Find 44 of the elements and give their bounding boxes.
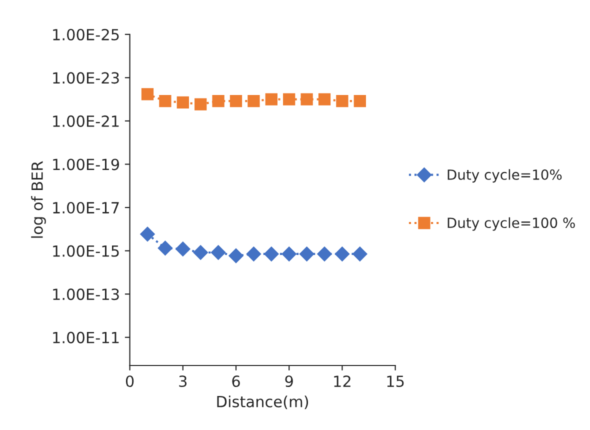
point [158, 240, 173, 256]
point [159, 94, 172, 108]
point [230, 94, 242, 108]
point [318, 93, 331, 106]
point [299, 246, 314, 262]
point [210, 245, 226, 260]
point [282, 246, 296, 262]
point [228, 248, 244, 264]
x-tick-label: 6 [232, 375, 240, 388]
point [352, 246, 368, 262]
x-tick-label: 15 [387, 376, 404, 388]
point [193, 245, 208, 260]
x-tick-label: 9 [285, 375, 293, 388]
point [212, 94, 224, 108]
point [176, 242, 190, 256]
y-tick-label: 1.00E-23 [53, 72, 119, 84]
y-tick-label: 1.00E-15 [53, 245, 119, 257]
point [354, 94, 366, 108]
point [248, 94, 260, 108]
point [334, 246, 350, 262]
legend-label: Duty cycle=100 % [448, 217, 575, 231]
legend-label: Duty cycle=10% [448, 169, 562, 183]
point [317, 246, 332, 262]
y-tick-label: 1.00E-21 [53, 115, 119, 127]
point [194, 98, 207, 110]
point [176, 96, 189, 109]
y-tick-label: 1.00E-25 [53, 28, 119, 40]
point [265, 93, 278, 106]
y-tick-label: 1.00E-11 [53, 332, 119, 344]
point [246, 246, 262, 262]
x-tick-label: 12 [334, 375, 350, 387]
y-tick-label: 1.00E-13 [53, 288, 119, 300]
x-tick-label: 3 [179, 375, 187, 388]
point [283, 93, 296, 106]
point [140, 226, 155, 242]
point [300, 93, 313, 106]
x-tick-label: 0 [126, 375, 134, 388]
y-axis-title: log of BER [31, 161, 46, 238]
y-tick-label: 1.00E-17 [53, 202, 119, 214]
x-axis-title: Distance(m) [217, 396, 308, 410]
point [141, 88, 154, 100]
point [264, 246, 279, 262]
point [336, 94, 348, 108]
y-tick-label: 1.00E-19 [53, 158, 120, 170]
